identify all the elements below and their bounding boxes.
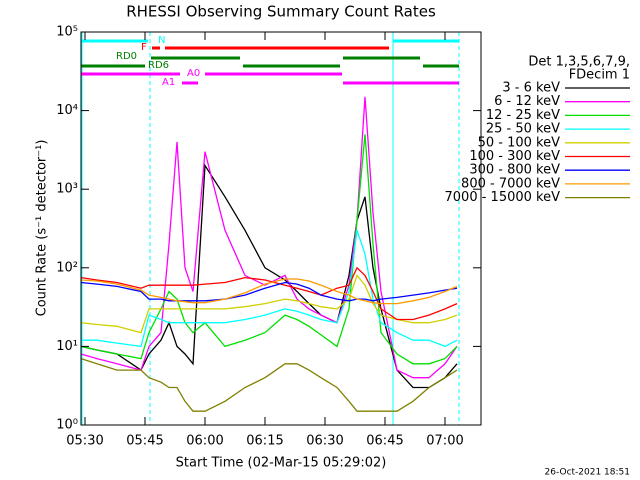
series-line bbox=[80, 281, 458, 302]
annotation: A1 bbox=[162, 77, 175, 88]
status-bars bbox=[81, 39, 459, 85]
y-tick-label: 10⁴ bbox=[56, 103, 78, 118]
y-tick-label: 10² bbox=[56, 260, 78, 275]
series-line bbox=[80, 357, 458, 412]
x-tick-label: 05:45 bbox=[126, 434, 163, 449]
series-line bbox=[80, 266, 458, 321]
legend-label: 3 - 6 keV bbox=[502, 81, 560, 96]
series-line bbox=[80, 278, 458, 305]
y-tick-label: 10⁰ bbox=[56, 418, 78, 433]
x-tick-label: 06:15 bbox=[246, 434, 283, 449]
series-line bbox=[80, 163, 458, 389]
legend-label: 6 - 12 keV bbox=[494, 94, 560, 109]
legend-title: Det 1,3,5,6,7,9, bbox=[528, 55, 630, 70]
legend-title: FDecim 1 bbox=[569, 68, 630, 83]
timestamp: 26-Oct-2021 18:51 bbox=[545, 468, 630, 478]
x-tick-label: 07:00 bbox=[426, 434, 463, 449]
legend-label: 50 - 100 keV bbox=[478, 135, 561, 150]
y-tick-label: 10¹ bbox=[56, 339, 78, 354]
x-tick-label: 05:30 bbox=[66, 434, 103, 449]
annotation: N bbox=[158, 35, 165, 46]
legend-label: 12 - 25 keV bbox=[486, 108, 560, 123]
legend-label: 300 - 800 keV bbox=[469, 163, 560, 178]
y-axis-label: Count Rate (s⁻¹ detector⁻¹) bbox=[35, 140, 50, 317]
x-tick-label: 06:45 bbox=[366, 434, 403, 449]
plot bbox=[80, 96, 458, 412]
x-tick-label: 06:30 bbox=[306, 434, 343, 449]
annotation: RD6 bbox=[148, 60, 169, 71]
chart-title: RHESSI Observing Summary Count Rates bbox=[126, 3, 436, 21]
annotation: RD0 bbox=[116, 51, 137, 62]
plot-frame bbox=[80, 31, 482, 426]
series-line bbox=[80, 134, 458, 365]
annotation: F bbox=[141, 42, 147, 53]
legend-label: 100 - 300 keV bbox=[469, 149, 560, 164]
series-line bbox=[80, 96, 458, 379]
annotation: A0 bbox=[187, 68, 200, 79]
y-tick-label: 10³ bbox=[56, 182, 78, 197]
legend-label: 800 - 7000 keV bbox=[461, 176, 560, 191]
legend-label: 25 - 50 keV bbox=[486, 122, 560, 137]
y-tick-label: 10⁵ bbox=[56, 25, 78, 40]
x-axis-label: Start Time (02-Mar-15 05:29:02) bbox=[176, 456, 387, 471]
legend-label: 7000 - 15000 keV bbox=[445, 190, 561, 205]
x-tick-label: 06:00 bbox=[186, 434, 223, 449]
series-line bbox=[81, 230, 458, 348]
series-line bbox=[80, 274, 458, 334]
